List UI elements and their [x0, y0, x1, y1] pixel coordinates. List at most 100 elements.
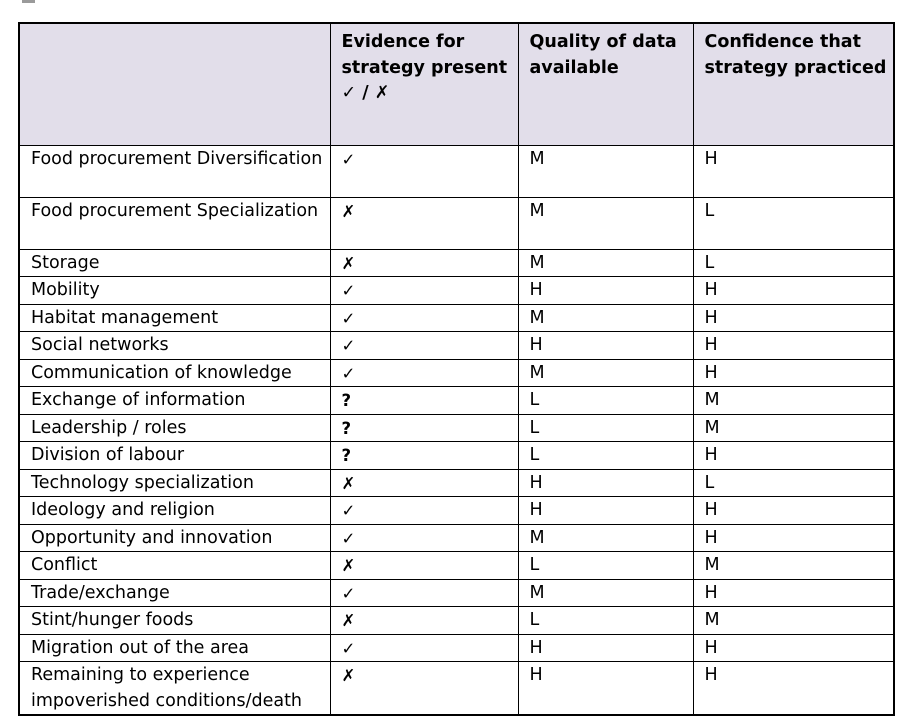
evidence-cell: ✓: [329, 523, 519, 552]
strategy-cell: Conflict: [18, 551, 331, 580]
quality-cell: M: [517, 358, 694, 387]
strategies-table: Evidence for strategy present ✓ / ✗ Qual…: [18, 22, 895, 716]
confidence-cell: H: [692, 633, 895, 662]
quality-cell: H: [517, 468, 694, 497]
evidence-cell: ✓: [329, 144, 519, 198]
quality-cell: L: [517, 441, 694, 470]
table-row: Leadership / roles ? L M: [18, 413, 895, 442]
evidence-cell: ✓: [329, 331, 519, 360]
confidence-cell: H: [692, 331, 895, 360]
confidence-cell: M: [692, 386, 895, 415]
confidence-cell: H: [692, 276, 895, 305]
table-row: Stint/hunger foods ✗ L M: [18, 606, 895, 635]
strategy-cell: Social networks: [18, 331, 331, 360]
header-strategy: [18, 22, 331, 146]
evidence-cell: ✓: [329, 303, 519, 332]
evidence-cell: ✗: [329, 468, 519, 497]
quality-cell: H: [517, 661, 694, 716]
confidence-cell: M: [692, 551, 895, 580]
quality-cell: M: [517, 144, 694, 198]
table-row: Mobility ✓ H H: [18, 276, 895, 305]
table-row: Technology specialization ✗ H L: [18, 468, 895, 497]
table-row: Trade/exchange ✓ M H: [18, 578, 895, 607]
strategy-cell: Mobility: [18, 276, 331, 305]
table-row: Opportunity and innovation ✓ M H: [18, 523, 895, 552]
header-evidence-label: Evidence for strategy present: [341, 32, 508, 78]
table-row: Division of labour ? L H: [18, 441, 895, 470]
evidence-cell: ?: [329, 413, 519, 442]
evidence-cell: ✓: [329, 358, 519, 387]
strategy-cell: Habitat management: [18, 303, 331, 332]
quality-cell: L: [517, 386, 694, 415]
strategy-cell: Food procurement Diversification: [18, 144, 331, 198]
strategy-cell: Exchange of information: [18, 386, 331, 415]
confidence-cell: H: [692, 578, 895, 607]
check-cross-legend: ✓ / ✗: [341, 83, 390, 103]
evidence-cell: ✗: [329, 661, 519, 716]
evidence-cell: ?: [329, 441, 519, 470]
strategy-cell: Communication of knowledge: [18, 358, 331, 387]
confidence-cell: H: [692, 303, 895, 332]
table-row: Exchange of information ? L M: [18, 386, 895, 415]
confidence-cell: H: [692, 523, 895, 552]
confidence-cell: L: [692, 248, 895, 277]
strategy-cell: Remaining to experience impoverished con…: [18, 661, 331, 716]
strategy-cell: Stint/hunger foods: [18, 606, 331, 635]
confidence-cell: H: [692, 144, 895, 198]
confidence-cell: L: [692, 468, 895, 497]
quality-cell: L: [517, 551, 694, 580]
table-row: Remaining to experience impoverished con…: [18, 661, 895, 716]
table-row: Food procurement Specialization ✗ M L: [18, 196, 895, 250]
confidence-cell: H: [692, 441, 895, 470]
evidence-cell: ✓: [329, 578, 519, 607]
table-row: Habitat management ✓ M H: [18, 303, 895, 332]
confidence-cell: H: [692, 358, 895, 387]
table-row: Social networks ✓ H H: [18, 331, 895, 360]
header-quality: Quality of data available: [517, 22, 694, 146]
window-edge-artifact: [22, 0, 35, 3]
quality-cell: L: [517, 606, 694, 635]
evidence-cell: ?: [329, 386, 519, 415]
quality-cell: H: [517, 496, 694, 525]
evidence-cell: ✗: [329, 551, 519, 580]
quality-cell: H: [517, 276, 694, 305]
strategy-cell: Technology specialization: [18, 468, 331, 497]
quality-cell: H: [517, 633, 694, 662]
table-row: Conflict ✗ L M: [18, 551, 895, 580]
header-confidence: Confidence that strategy practiced: [692, 22, 895, 146]
confidence-cell: M: [692, 413, 895, 442]
confidence-cell: H: [692, 661, 895, 716]
quality-cell: L: [517, 413, 694, 442]
quality-cell: M: [517, 523, 694, 552]
table-row: Food procurement Diversification ✓ M H: [18, 144, 895, 198]
quality-cell: M: [517, 196, 694, 250]
strategy-cell: Storage: [18, 248, 331, 277]
confidence-cell: M: [692, 606, 895, 635]
header-row: Evidence for strategy present ✓ / ✗ Qual…: [18, 22, 895, 146]
quality-cell: H: [517, 331, 694, 360]
strategy-cell: Trade/exchange: [18, 578, 331, 607]
evidence-cell: ✓: [329, 276, 519, 305]
quality-cell: M: [517, 248, 694, 277]
evidence-cell: ✗: [329, 196, 519, 250]
evidence-cell: ✗: [329, 606, 519, 635]
confidence-cell: L: [692, 196, 895, 250]
evidence-cell: ✗: [329, 248, 519, 277]
table-row: Ideology and religion ✓ H H: [18, 496, 895, 525]
confidence-cell: H: [692, 496, 895, 525]
strategy-cell: Division of labour: [18, 441, 331, 470]
table-row: Migration out of the area ✓ H H: [18, 633, 895, 662]
quality-cell: M: [517, 578, 694, 607]
strategy-cell: Ideology and religion: [18, 496, 331, 525]
header-evidence: Evidence for strategy present ✓ / ✗: [329, 22, 519, 146]
strategy-cell: Leadership / roles: [18, 413, 331, 442]
table-row: Storage ✗ M L: [18, 248, 895, 277]
table-row: Communication of knowledge ✓ M H: [18, 358, 895, 387]
quality-cell: M: [517, 303, 694, 332]
evidence-cell: ✓: [329, 496, 519, 525]
evidence-cell: ✓: [329, 633, 519, 662]
strategy-cell: Opportunity and innovation: [18, 523, 331, 552]
strategy-cell: Migration out of the area: [18, 633, 331, 662]
strategy-cell: Food procurement Specialization: [18, 196, 331, 250]
